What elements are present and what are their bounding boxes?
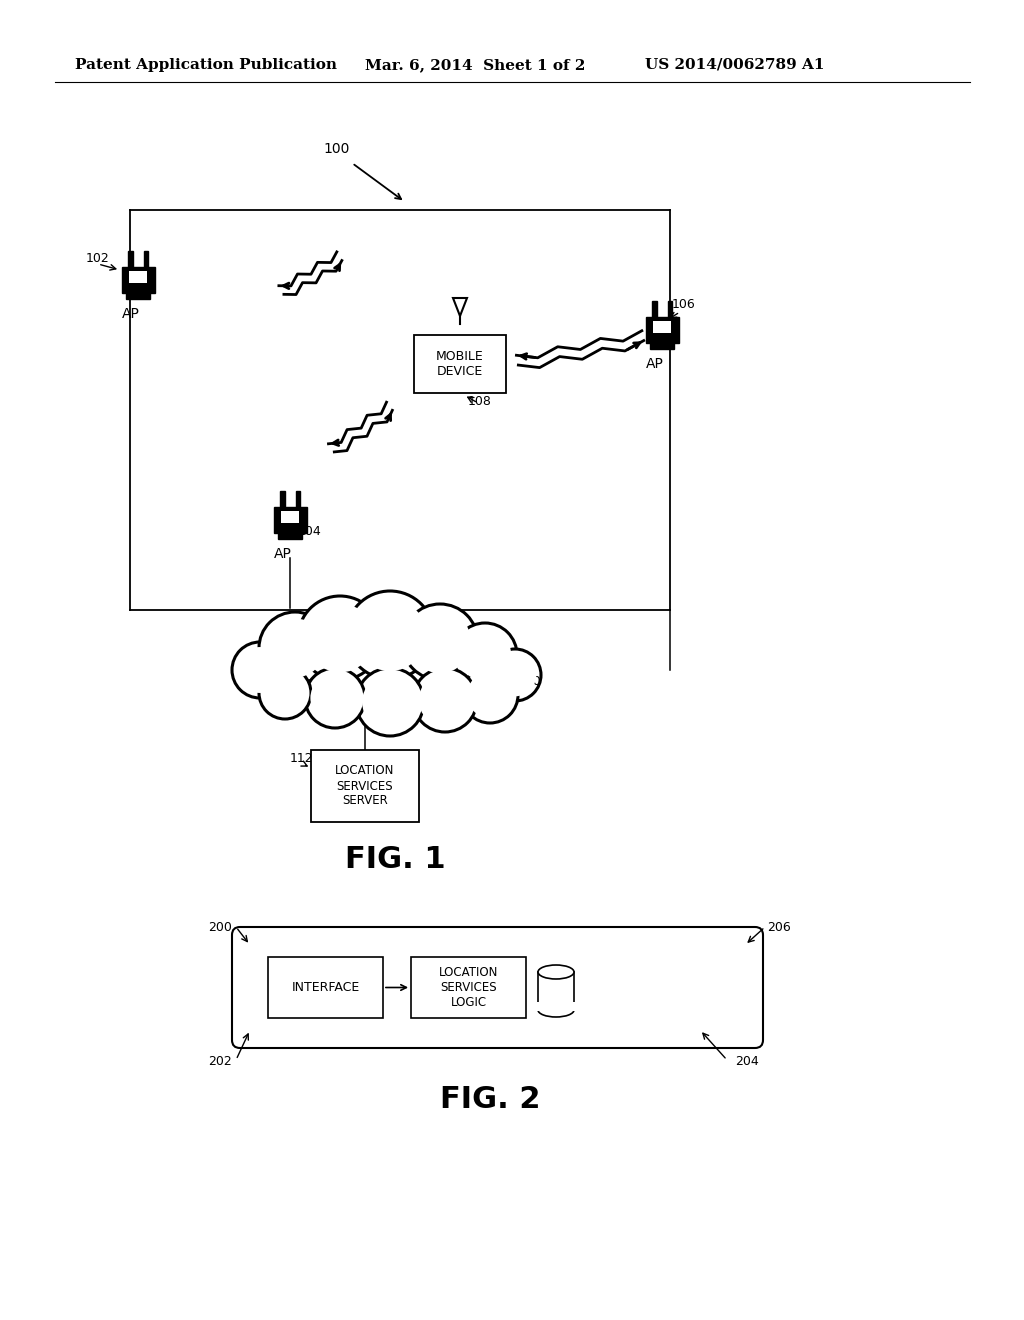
- Circle shape: [462, 667, 518, 723]
- Bar: [128, 251, 132, 267]
- Circle shape: [305, 603, 375, 672]
- Circle shape: [489, 649, 541, 701]
- Circle shape: [356, 668, 424, 737]
- Bar: [652, 301, 656, 317]
- Bar: [650, 343, 674, 348]
- Text: 102: 102: [86, 252, 110, 265]
- Text: 104: 104: [298, 525, 322, 539]
- Circle shape: [409, 611, 471, 673]
- Text: 110: 110: [518, 675, 542, 688]
- Bar: [268, 957, 383, 1018]
- Circle shape: [346, 591, 434, 678]
- Text: 200: 200: [208, 921, 232, 935]
- Circle shape: [453, 623, 517, 686]
- Circle shape: [494, 653, 537, 697]
- FancyBboxPatch shape: [232, 927, 763, 1048]
- Circle shape: [265, 619, 325, 677]
- Bar: [668, 301, 672, 317]
- Circle shape: [298, 597, 382, 680]
- Text: LOCATION
SERVICES
LOGIC: LOCATION SERVICES LOGIC: [439, 966, 499, 1008]
- Bar: [296, 491, 300, 507]
- Bar: [537, 1002, 575, 1011]
- Circle shape: [459, 628, 511, 681]
- Bar: [653, 321, 671, 333]
- Circle shape: [413, 668, 477, 733]
- Bar: [281, 511, 299, 523]
- Circle shape: [259, 612, 331, 684]
- Text: 204: 204: [735, 1055, 759, 1068]
- Circle shape: [362, 675, 418, 730]
- Bar: [143, 251, 147, 267]
- Text: 202: 202: [208, 1055, 232, 1068]
- Bar: [645, 317, 679, 343]
- Text: MOBILE
DEVICE: MOBILE DEVICE: [436, 350, 484, 378]
- Bar: [414, 335, 506, 393]
- Bar: [411, 957, 526, 1018]
- Circle shape: [310, 673, 359, 722]
- Bar: [126, 293, 150, 298]
- Text: LOCATION
SERVICES
SERVER: LOCATION SERVICES SERVER: [335, 764, 394, 808]
- Circle shape: [259, 667, 311, 719]
- Ellipse shape: [538, 965, 574, 979]
- Bar: [122, 267, 155, 293]
- Text: FIG. 1: FIG. 1: [345, 846, 445, 874]
- Text: 112: 112: [290, 752, 313, 766]
- Text: AP: AP: [646, 356, 664, 371]
- Text: US 2014/0062789 A1: US 2014/0062789 A1: [645, 58, 824, 73]
- Text: FIG. 2: FIG. 2: [439, 1085, 541, 1114]
- Circle shape: [467, 672, 513, 718]
- Bar: [279, 533, 301, 539]
- Bar: [273, 507, 306, 533]
- Text: 100: 100: [323, 143, 349, 156]
- Text: INTERFACE: INTERFACE: [292, 981, 359, 994]
- Bar: [281, 491, 285, 507]
- Text: Patent Application Publication: Patent Application Publication: [75, 58, 337, 73]
- Bar: [538, 972, 574, 1010]
- Text: AP: AP: [122, 308, 140, 321]
- Circle shape: [232, 642, 288, 698]
- Text: Mar. 6, 2014  Sheet 1 of 2: Mar. 6, 2014 Sheet 1 of 2: [365, 58, 586, 73]
- Circle shape: [264, 672, 306, 714]
- Text: AP: AP: [274, 546, 292, 561]
- Text: 106: 106: [672, 298, 695, 312]
- Circle shape: [237, 647, 283, 693]
- Bar: [311, 750, 419, 822]
- Text: 108: 108: [468, 395, 492, 408]
- Ellipse shape: [538, 1003, 574, 1016]
- Bar: [129, 271, 147, 282]
- Circle shape: [402, 605, 478, 680]
- Circle shape: [419, 673, 471, 726]
- Text: 206: 206: [767, 921, 791, 935]
- Circle shape: [354, 599, 426, 671]
- Circle shape: [305, 668, 365, 729]
